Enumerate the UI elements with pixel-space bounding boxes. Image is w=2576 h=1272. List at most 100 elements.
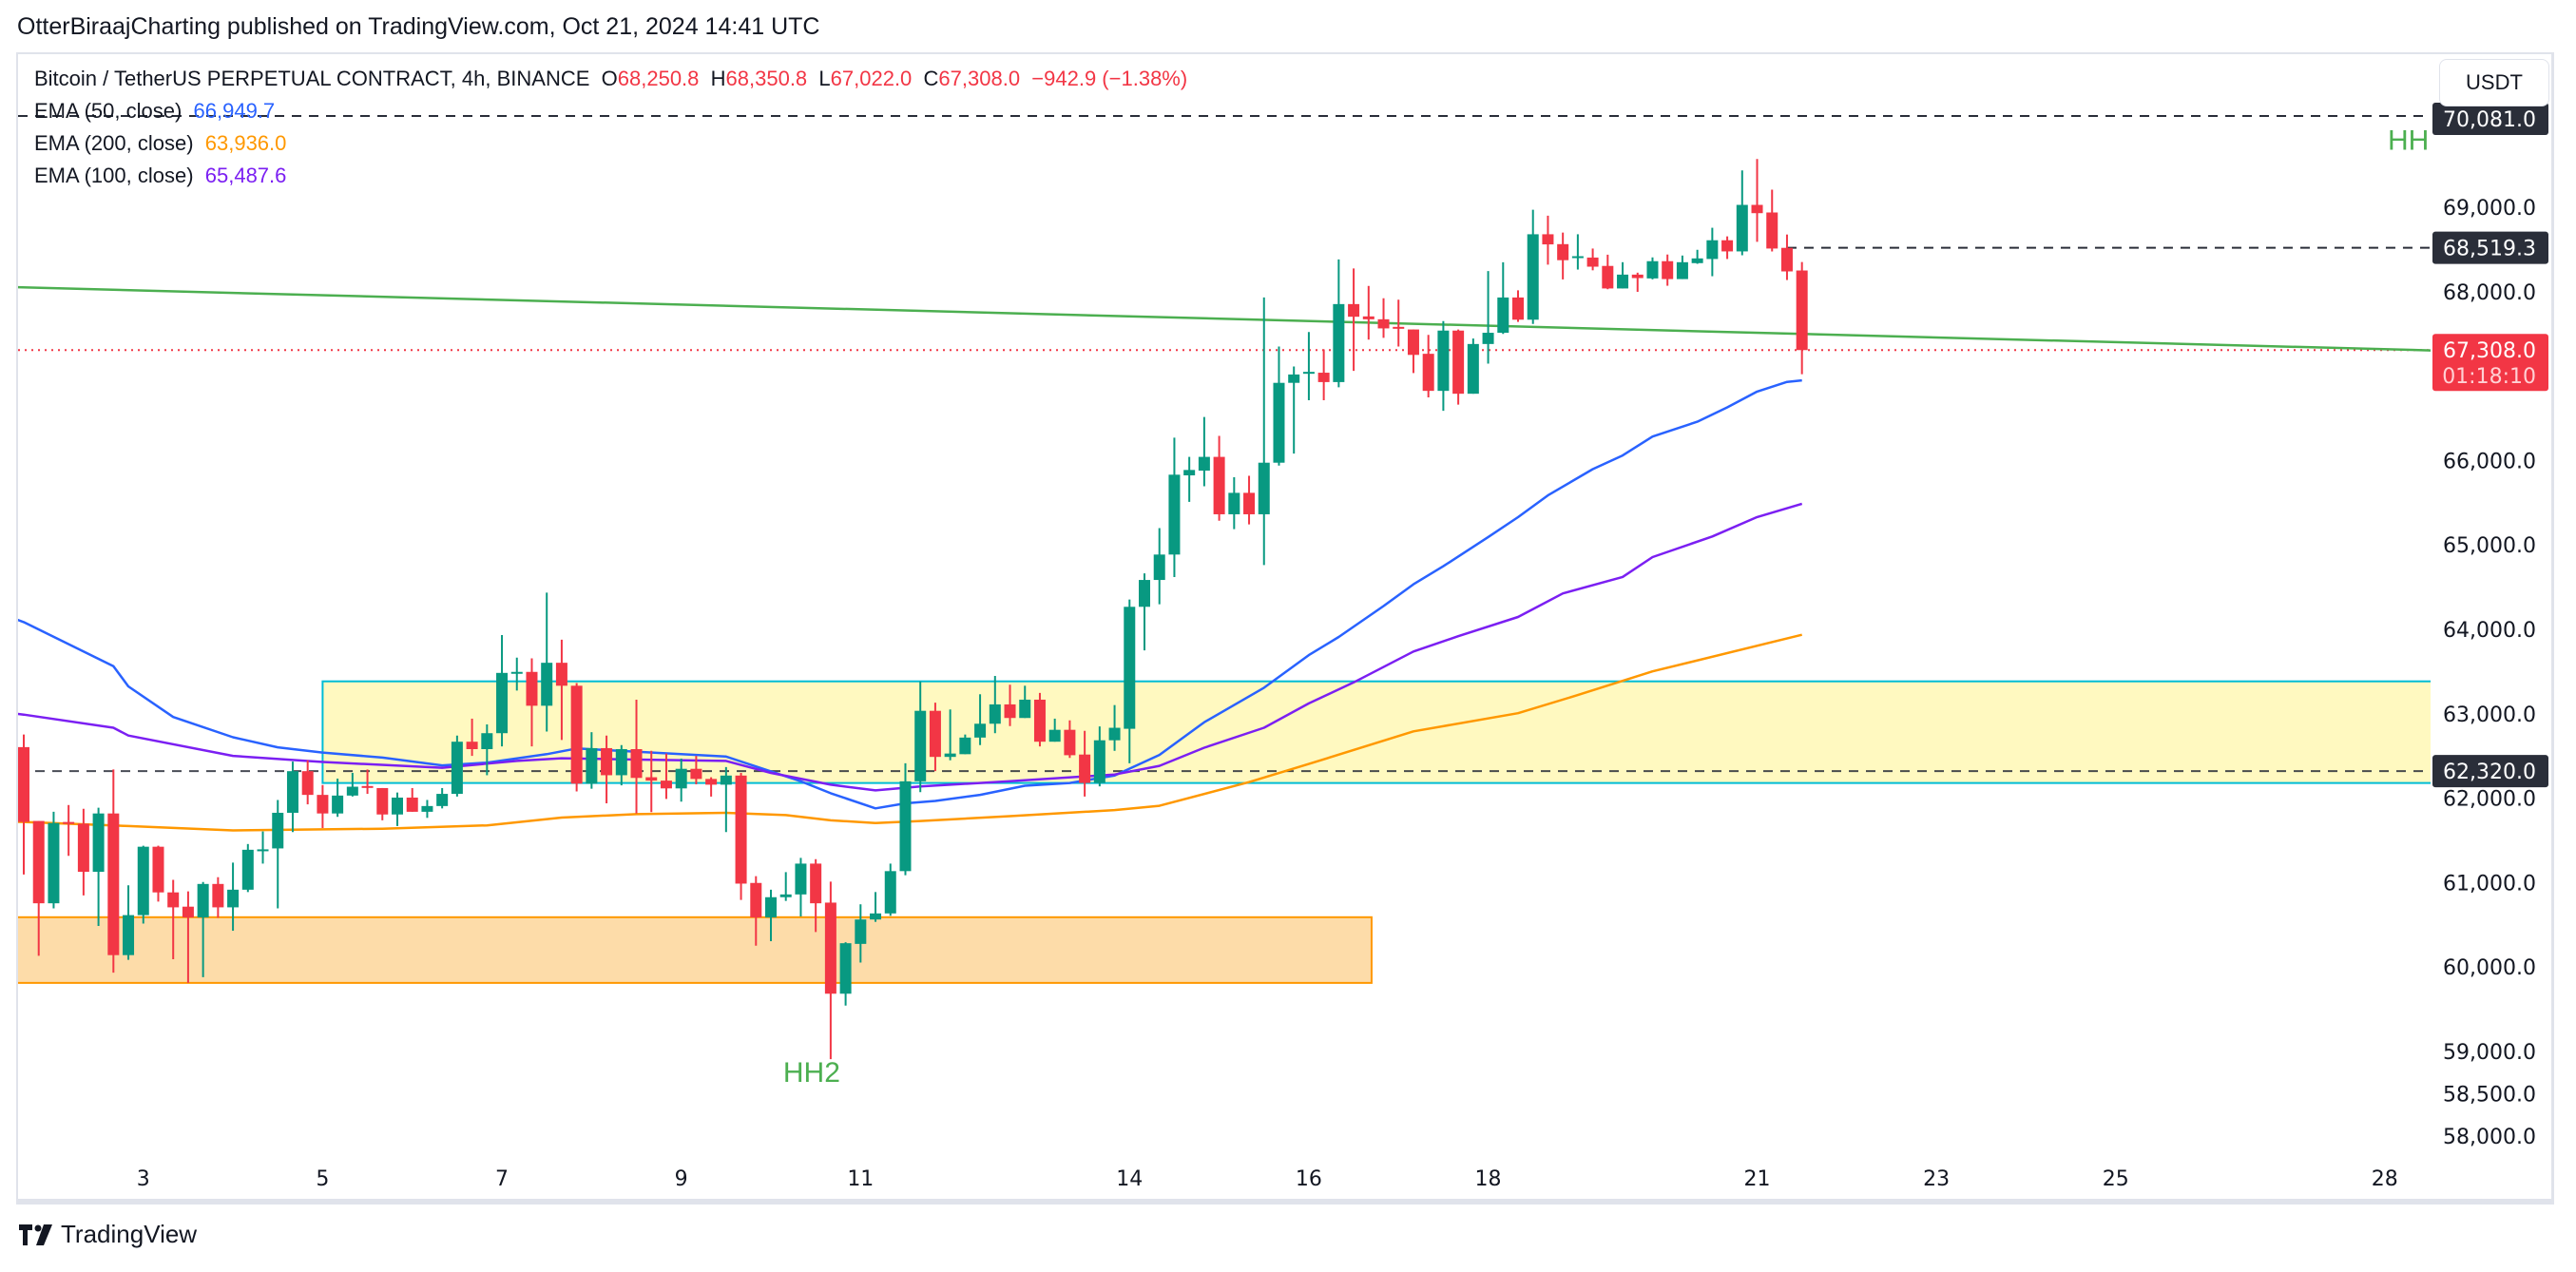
candle[interactable] — [1048, 718, 1061, 742]
candle[interactable] — [1467, 338, 1479, 395]
price-axis[interactable]: 69,000.0 68,000.0 66,000.0 65,000.0 64,000.0… — [2432, 103, 2548, 1149]
candle[interactable] — [1631, 272, 1644, 292]
candle[interactable] — [1676, 255, 1688, 279]
candle[interactable] — [496, 634, 509, 747]
candle[interactable] — [526, 658, 538, 747]
candle[interactable] — [1213, 435, 1225, 521]
candle[interactable] — [317, 784, 329, 829]
candle[interactable] — [1362, 285, 1375, 340]
candle[interactable] — [1497, 261, 1509, 335]
candle[interactable] — [32, 820, 45, 956]
candle[interactable] — [1168, 437, 1181, 577]
candle[interactable] — [123, 885, 135, 960]
candle[interactable] — [1646, 257, 1659, 279]
candle[interactable] — [1422, 335, 1434, 397]
candle[interactable] — [1348, 268, 1360, 372]
candle[interactable] — [1482, 271, 1494, 364]
candle[interactable] — [929, 703, 941, 772]
candle[interactable] — [332, 778, 344, 818]
candle[interactable] — [77, 808, 89, 896]
candle[interactable] — [1033, 692, 1046, 747]
candle[interactable] — [1124, 599, 1136, 763]
candle[interactable] — [361, 769, 374, 795]
candle[interactable] — [466, 718, 478, 757]
candle[interactable] — [586, 732, 598, 789]
candle[interactable] — [1079, 730, 1091, 797]
candle[interactable] — [1093, 726, 1105, 787]
candle[interactable] — [675, 758, 687, 802]
candle[interactable] — [481, 723, 493, 776]
candle[interactable] — [1183, 456, 1196, 502]
candle[interactable] — [1198, 416, 1210, 487]
candle[interactable] — [870, 892, 882, 922]
candle[interactable] — [18, 734, 29, 875]
ema50-legend[interactable]: EMA (50, close) 66,949.7 — [34, 99, 275, 124]
candle[interactable] — [914, 681, 927, 793]
candle[interactable] — [795, 858, 807, 917]
time-axis[interactable]: 3 5 7 9 11 14 16 18 21 23 25 28 — [137, 1167, 2398, 1191]
candle[interactable] — [257, 831, 269, 864]
candle[interactable] — [1153, 528, 1165, 605]
candle[interactable] — [884, 863, 896, 916]
tradingview-logo[interactable]: TradingView — [19, 1220, 197, 1249]
candle[interactable] — [1780, 234, 1793, 280]
candle[interactable] — [779, 872, 792, 901]
candle[interactable] — [92, 807, 105, 927]
candle[interactable] — [137, 845, 149, 924]
candle[interactable] — [959, 734, 971, 755]
candle[interactable] — [1527, 209, 1539, 324]
candle[interactable] — [48, 811, 60, 909]
candle[interactable] — [510, 657, 523, 691]
candle[interactable] — [346, 772, 358, 797]
candle[interactable] — [182, 891, 194, 983]
candle[interactable] — [810, 858, 822, 933]
candle[interactable] — [1108, 704, 1121, 751]
candle[interactable] — [690, 756, 702, 785]
plot-area[interactable]: HH2 HH — [9, 115, 2444, 1089]
candle[interactable] — [720, 766, 732, 833]
price-marker[interactable]: 67,308.001:18:10 — [2432, 334, 2548, 392]
candle[interactable] — [107, 769, 120, 973]
candle[interactable] — [167, 879, 180, 959]
candle[interactable] — [1317, 349, 1330, 400]
candle[interactable] — [615, 744, 627, 786]
candle[interactable] — [301, 760, 314, 805]
candle[interactable] — [1542, 215, 1554, 265]
candle[interactable] — [824, 881, 836, 1060]
candle[interactable] — [630, 699, 643, 814]
candle[interactable] — [645, 750, 658, 813]
trendline[interactable] — [9, 285, 2444, 352]
price-marker[interactable]: 70,081.0 — [2432, 103, 2548, 135]
ema200-legend[interactable]: EMA (200, close) 63,936.0 — [34, 131, 286, 156]
candle[interactable] — [1019, 685, 1031, 719]
candle[interactable] — [1706, 227, 1719, 277]
candle[interactable] — [1228, 476, 1240, 530]
candle[interactable] — [1586, 248, 1599, 271]
candle[interactable] — [1602, 254, 1614, 290]
candle[interactable] — [451, 735, 463, 797]
price-marker[interactable]: 68,519.3 — [2432, 231, 2548, 264]
candle[interactable] — [1691, 249, 1703, 264]
candle[interactable] — [899, 762, 912, 876]
candle[interactable] — [392, 792, 403, 826]
candle[interactable] — [1377, 298, 1390, 338]
candle[interactable] — [286, 761, 298, 833]
candle[interactable] — [1288, 366, 1300, 454]
candle[interactable] — [660, 753, 672, 800]
candle[interactable] — [1617, 261, 1629, 289]
demand-box-orange[interactable] — [9, 915, 1373, 984]
candle[interactable] — [1736, 170, 1748, 256]
candle[interactable] — [1333, 259, 1345, 388]
candle[interactable] — [241, 843, 254, 893]
candle[interactable] — [855, 904, 867, 963]
candle[interactable] — [1437, 320, 1450, 412]
candle[interactable] — [63, 804, 75, 857]
candle[interactable] — [601, 735, 613, 804]
candle[interactable] — [1452, 329, 1465, 405]
candle[interactable] — [1512, 290, 1524, 322]
candle[interactable] — [152, 845, 164, 902]
candle[interactable] — [1721, 236, 1734, 260]
candle[interactable] — [839, 942, 852, 1006]
candle[interactable] — [944, 709, 956, 761]
